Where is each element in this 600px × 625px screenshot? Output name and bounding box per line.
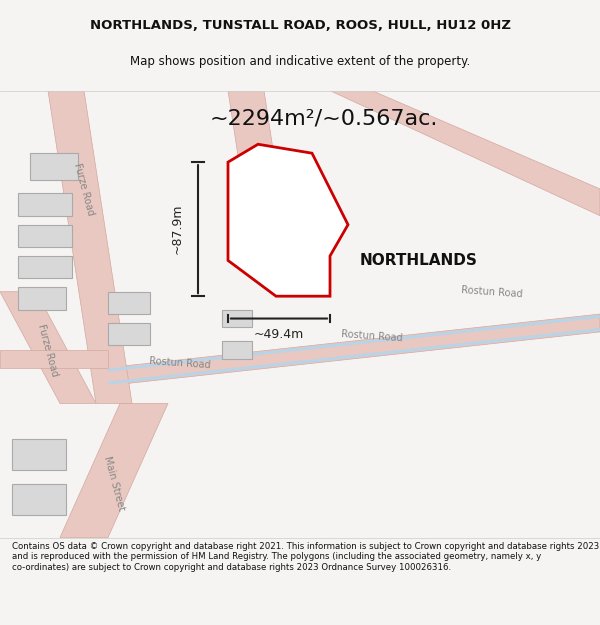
- Polygon shape: [0, 350, 108, 368]
- Text: Rostun Road: Rostun Road: [461, 284, 523, 299]
- Bar: [18, 193, 72, 216]
- Bar: [30, 153, 78, 180]
- Bar: [222, 309, 252, 328]
- Polygon shape: [108, 314, 600, 386]
- Bar: [12, 439, 66, 471]
- Polygon shape: [330, 91, 600, 216]
- Text: NORTHLANDS: NORTHLANDS: [360, 253, 478, 268]
- Polygon shape: [108, 328, 600, 384]
- Bar: [12, 484, 66, 515]
- Polygon shape: [48, 91, 132, 404]
- Text: ~87.9m: ~87.9m: [170, 204, 184, 254]
- Bar: [108, 323, 150, 346]
- Text: Rostun Road: Rostun Road: [341, 329, 403, 344]
- Text: Map shows position and indicative extent of the property.: Map shows position and indicative extent…: [130, 55, 470, 68]
- Bar: [18, 224, 72, 247]
- Polygon shape: [0, 292, 96, 404]
- Polygon shape: [228, 144, 348, 296]
- Bar: [108, 292, 150, 314]
- Text: ~2294m²/~0.567ac.: ~2294m²/~0.567ac.: [210, 109, 439, 129]
- Text: Main Street: Main Street: [102, 456, 126, 512]
- Polygon shape: [60, 404, 168, 538]
- Bar: [18, 256, 72, 278]
- Text: Contains OS data © Crown copyright and database right 2021. This information is : Contains OS data © Crown copyright and d…: [12, 542, 599, 572]
- Text: ~49.4m: ~49.4m: [254, 328, 304, 341]
- Bar: [222, 341, 252, 359]
- Polygon shape: [228, 91, 288, 247]
- Text: NORTHLANDS, TUNSTALL ROAD, ROOS, HULL, HU12 0HZ: NORTHLANDS, TUNSTALL ROAD, ROOS, HULL, H…: [89, 19, 511, 32]
- Bar: [18, 288, 66, 309]
- Text: Furze Road: Furze Road: [72, 162, 96, 216]
- Text: Furze Road: Furze Road: [36, 322, 60, 377]
- Text: Rostun Road: Rostun Road: [149, 356, 211, 371]
- Polygon shape: [108, 316, 600, 371]
